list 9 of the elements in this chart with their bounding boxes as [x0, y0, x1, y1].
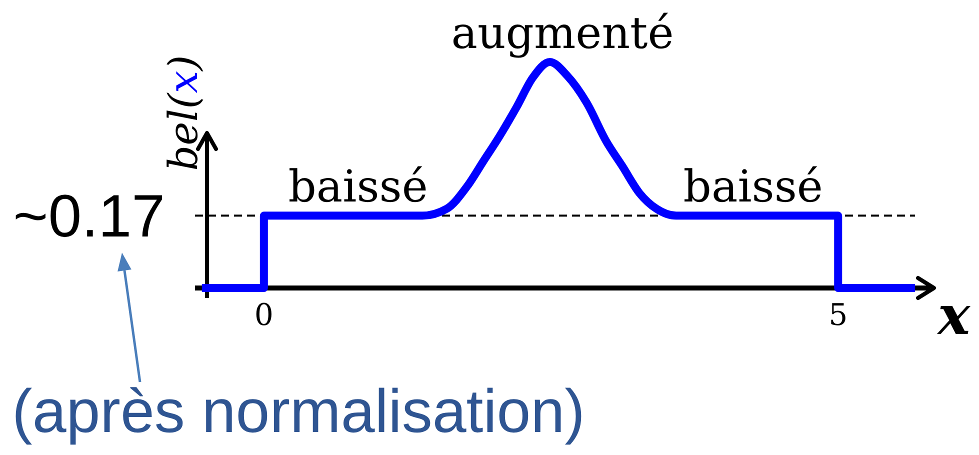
y-axis-title: bel(x)	[161, 55, 207, 171]
x-tick-label: 5	[828, 298, 848, 333]
text: (après normalisation)	[12, 377, 585, 445]
x-axis-title: x	[936, 283, 971, 347]
annotation: augmenté	[451, 8, 674, 59]
x-tick-label: 0	[254, 298, 274, 333]
text: ~0.17	[13, 182, 165, 250]
annotation: baissé	[683, 162, 823, 213]
annotation: baissé	[288, 162, 428, 213]
